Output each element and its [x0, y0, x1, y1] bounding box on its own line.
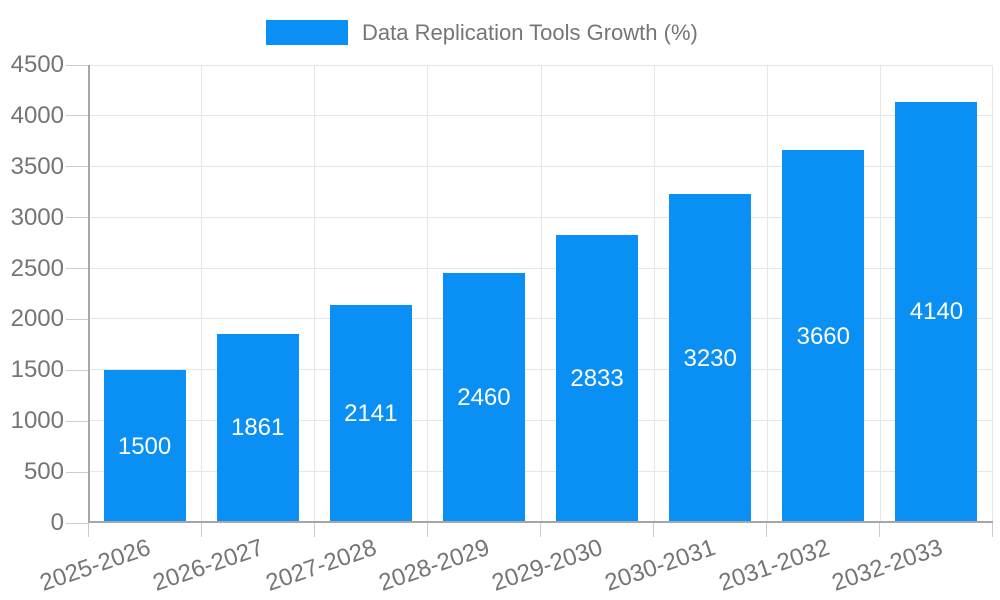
y-tick	[66, 369, 88, 371]
x-tick-label: 2028-2029	[375, 533, 494, 597]
bar	[782, 150, 865, 523]
y-tick-label: 4000	[10, 101, 64, 129]
bar-value-label: 3230	[683, 344, 737, 372]
x-tick	[879, 523, 881, 537]
y-tick	[66, 64, 88, 66]
x-axis-line	[88, 521, 993, 523]
gridline	[314, 65, 316, 523]
bar	[895, 101, 978, 523]
x-tick	[766, 523, 768, 537]
bar	[669, 194, 752, 523]
bar-value-label: 4140	[909, 298, 964, 326]
gridline	[201, 65, 203, 523]
x-tick-label: 2025-2026	[36, 533, 154, 597]
y-tick	[66, 471, 88, 473]
gridline	[653, 65, 655, 523]
bar	[329, 305, 412, 523]
x-tick	[88, 523, 89, 537]
x-tick-label: 2029-2030	[488, 533, 607, 597]
legend-swatch-icon	[266, 20, 348, 45]
x-tick	[313, 523, 315, 537]
y-tick-label: 0	[50, 509, 64, 536]
x-tick-label: 2026-2027	[149, 533, 267, 597]
bar-value-label: 2141	[344, 400, 398, 428]
x-tick-label: 2030-2031	[601, 533, 720, 597]
plot-area: 0 500 1000 1500 2000 2500 3000 3500 4000 4500 1500…	[11, 51, 993, 597]
y-tick-label: 500	[23, 458, 64, 486]
y-tick-label: 2500	[10, 254, 64, 282]
x-tick	[540, 523, 541, 537]
y-tick-label: 4500	[10, 51, 64, 78]
bar-value-label: 1861	[230, 414, 285, 442]
bar-value-label: 1500	[117, 432, 172, 460]
y-tick-label: 2000	[10, 305, 64, 333]
y-tick-label: 3000	[10, 203, 64, 231]
legend: Data Replication Tools Growth (%)	[266, 20, 698, 45]
y-tick	[66, 217, 88, 219]
gridline	[879, 65, 881, 523]
x-tick	[653, 523, 655, 537]
y-tick	[66, 522, 88, 524]
gridline	[427, 65, 429, 523]
y-tick	[66, 166, 88, 168]
gridline	[766, 65, 768, 523]
bar	[216, 333, 299, 523]
y-axis-line	[88, 65, 90, 523]
x-tick-label: 2032-2033	[828, 533, 946, 597]
bar-value-label: 2460	[457, 383, 511, 411]
y-tick	[66, 318, 88, 320]
bar	[556, 234, 639, 523]
legend-label: Data Replication Tools Growth (%)	[362, 20, 698, 45]
x-tick	[200, 523, 202, 537]
gridline	[540, 65, 542, 523]
y-tick	[66, 268, 88, 270]
y-tick	[66, 420, 88, 422]
y-tick-label: 3500	[10, 152, 64, 180]
bar-value-label: 3660	[796, 322, 850, 350]
bar	[442, 272, 525, 523]
bar-value-label: 2833	[570, 364, 624, 392]
gridline	[992, 65, 993, 523]
bar	[103, 370, 186, 523]
x-tick-label: 2031-2032	[715, 533, 833, 597]
y-tick-label: 1500	[10, 356, 64, 384]
y-tick	[66, 115, 88, 117]
y-tick-label: 1000	[10, 407, 64, 435]
x-tick-label: 2027-2028	[262, 533, 380, 597]
x-tick	[992, 523, 993, 537]
x-tick	[426, 523, 428, 537]
